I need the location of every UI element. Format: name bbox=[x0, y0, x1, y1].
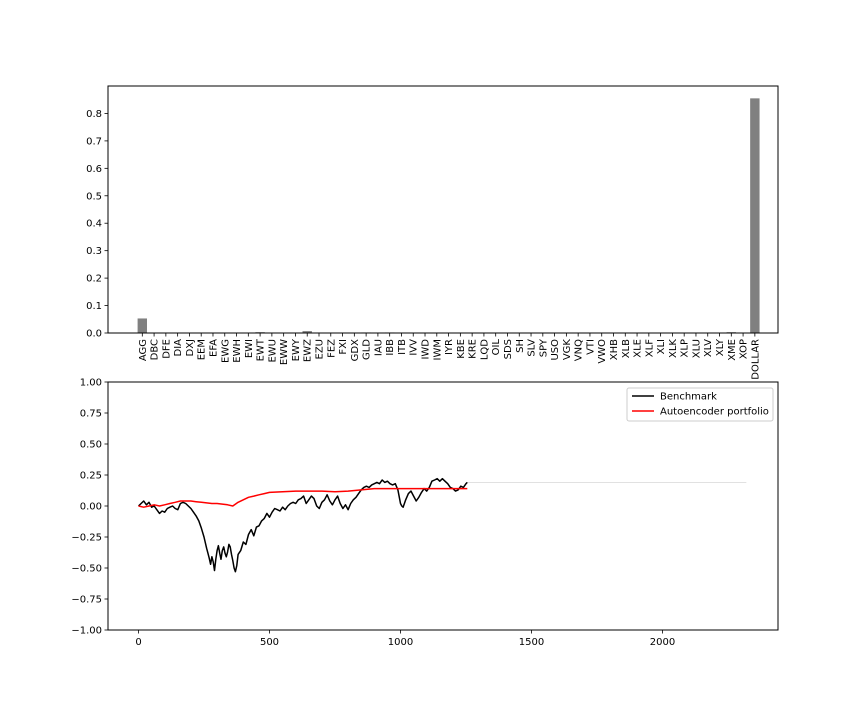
x-tick-label: 1000 bbox=[388, 637, 413, 648]
y-tick-label: 0.4 bbox=[86, 219, 102, 230]
y-tick-label: −0.25 bbox=[71, 533, 102, 544]
x-tick-label: LQD bbox=[479, 339, 490, 360]
bar-agg bbox=[137, 318, 147, 333]
x-tick-label: XHB bbox=[609, 339, 620, 360]
cumulative-returns-line-chart: −1.00 −0.75 −0.50 −0.25 0.00 0.25 0.50 0.75 1.00… bbox=[71, 378, 779, 648]
x-tick-label: IWM bbox=[432, 339, 443, 360]
x-tick-label: EEM bbox=[197, 339, 208, 360]
y-tick-label: 1.00 bbox=[80, 378, 102, 389]
x-tick-label: EWI bbox=[244, 339, 255, 358]
y-tick-label: 0.5 bbox=[86, 191, 102, 202]
x-tick-label: EWU bbox=[267, 339, 278, 363]
y-tick-label: 0.25 bbox=[80, 471, 102, 482]
y-tick-label: −1.00 bbox=[71, 626, 102, 637]
x-tick-label: VTI bbox=[585, 339, 596, 355]
x-tick-label: DXJ bbox=[185, 339, 196, 357]
x-axis-ticks: AGG DBC DFE DIA DXJ EEM EFA EWG EWH EWI EWT EWU EWW E… bbox=[138, 333, 761, 380]
x-tick-label: DIA bbox=[173, 339, 184, 357]
x-tick-label: EWT bbox=[256, 338, 267, 361]
x-tick-label: AGG bbox=[138, 339, 149, 361]
x-tick-label: EWZ bbox=[303, 339, 314, 362]
x-tick-label: EFA bbox=[208, 339, 219, 357]
x-tick-label: 500 bbox=[260, 637, 279, 648]
x-tick-label: ITB bbox=[397, 339, 408, 355]
legend-label-autoencoder: Autoencoder portfolio bbox=[660, 407, 769, 418]
series-line-benchmark bbox=[137, 477, 468, 573]
y-axis-ticks: −1.00 −0.75 −0.50 −0.25 0.00 0.25 0.50 0.75 1.00 bbox=[71, 378, 108, 637]
x-tick-label: GDX bbox=[350, 339, 361, 361]
x-tick-label: EWH bbox=[232, 339, 243, 363]
y-tick-label: 0.0 bbox=[86, 329, 102, 340]
x-tick-label: OIL bbox=[491, 339, 502, 356]
series-line-autoencoder bbox=[138, 487, 468, 508]
y-tick-label: 0.3 bbox=[86, 246, 102, 257]
plot-frame bbox=[107, 85, 779, 334]
plot-frame bbox=[107, 381, 779, 631]
y-tick-label: 0.50 bbox=[80, 440, 102, 451]
legend-box bbox=[626, 387, 774, 422]
x-tick-label: XLE bbox=[633, 339, 644, 358]
x-tick-label: 2000 bbox=[650, 637, 675, 648]
y-tick-label: 0.1 bbox=[86, 301, 102, 312]
x-tick-label: VNQ bbox=[574, 339, 585, 361]
line-group bbox=[137, 477, 747, 573]
x-tick-label: VWO bbox=[597, 339, 608, 364]
x-tick-label: EWG bbox=[220, 339, 231, 363]
x-tick-label: EZU bbox=[315, 339, 326, 360]
y-tick-label: 0.75 bbox=[80, 409, 102, 420]
y-tick-label: 0.7 bbox=[86, 136, 102, 147]
bar-dollar bbox=[750, 98, 760, 333]
x-tick-label: VGK bbox=[562, 339, 573, 361]
x-tick-label: XLP bbox=[680, 339, 691, 357]
x-tick-label: XLV bbox=[703, 339, 714, 357]
x-tick-label: EWW bbox=[279, 339, 290, 365]
y-tick-label: −0.50 bbox=[71, 564, 102, 575]
bar-ewz bbox=[302, 331, 312, 333]
y-tick-label: 0.6 bbox=[86, 164, 102, 175]
legend: Benchmark Autoencoder portfolio bbox=[626, 387, 774, 422]
x-tick-label: KRE bbox=[468, 339, 479, 359]
x-tick-label: FEZ bbox=[326, 339, 337, 358]
x-axis-ticks: 0 500 1000 1500 2000 bbox=[135, 630, 675, 648]
x-tick-label: SLV bbox=[527, 339, 538, 357]
y-tick-label: 0.2 bbox=[86, 274, 102, 285]
x-tick-label: DOLLAR bbox=[750, 339, 761, 380]
x-tick-label: 1500 bbox=[519, 637, 544, 648]
x-tick-label: IAU bbox=[373, 339, 384, 356]
x-tick-label: IYR bbox=[444, 339, 455, 355]
x-tick-label: IBB bbox=[385, 339, 396, 356]
x-tick-label: SDS bbox=[503, 339, 514, 359]
x-tick-label: DFE bbox=[161, 339, 172, 359]
x-tick-label: IWD bbox=[421, 339, 432, 360]
bar-group bbox=[137, 98, 760, 333]
x-tick-label: SH bbox=[515, 339, 526, 353]
legend-label-benchmark: Benchmark bbox=[660, 392, 717, 403]
weights-bar-chart: 0.0 0.1 0.2 0.3 0.4 0.5 0.6 0.7 0.8 AGG DBC DFE DIA… bbox=[86, 85, 779, 380]
y-axis-ticks: 0.0 0.1 0.2 0.3 0.4 0.5 0.6 0.7 0.8 bbox=[86, 109, 108, 340]
y-tick-label: 0.8 bbox=[86, 109, 102, 120]
x-tick-label: XLY bbox=[715, 338, 726, 356]
x-tick-label: 0 bbox=[135, 637, 141, 648]
x-tick-label: XLU bbox=[691, 339, 702, 358]
x-tick-label: KBE bbox=[456, 339, 467, 359]
x-tick-label: XLI bbox=[656, 339, 667, 354]
x-tick-label: XLF bbox=[644, 339, 655, 357]
x-tick-label: DBC bbox=[150, 339, 161, 360]
y-tick-label: 0.00 bbox=[80, 502, 102, 513]
x-tick-label: XOP bbox=[739, 339, 750, 359]
x-tick-label: FXI bbox=[338, 339, 349, 355]
y-tick-label: −0.75 bbox=[71, 595, 102, 606]
x-tick-label: XLK bbox=[668, 339, 679, 358]
x-tick-label: EWY bbox=[291, 338, 302, 361]
x-tick-label: IVV bbox=[409, 339, 420, 356]
x-tick-label: XME bbox=[727, 339, 738, 361]
x-tick-label: USO bbox=[550, 339, 561, 361]
x-tick-label: XLB bbox=[621, 339, 632, 358]
x-tick-label: GLD bbox=[362, 339, 373, 360]
x-tick-label: SPY bbox=[538, 338, 549, 357]
